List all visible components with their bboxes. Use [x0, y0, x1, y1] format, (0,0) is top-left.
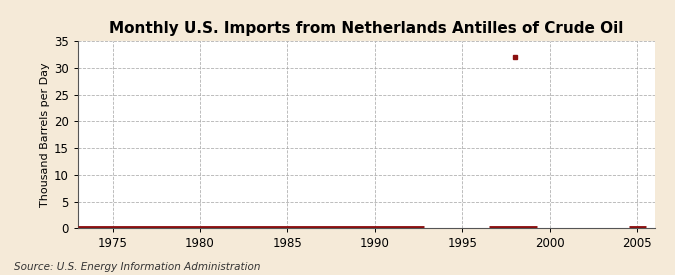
Text: Source: U.S. Energy Information Administration: Source: U.S. Energy Information Administ…: [14, 262, 260, 272]
Y-axis label: Thousand Barrels per Day: Thousand Barrels per Day: [40, 62, 49, 207]
Title: Monthly U.S. Imports from Netherlands Antilles of Crude Oil: Monthly U.S. Imports from Netherlands An…: [109, 21, 624, 36]
